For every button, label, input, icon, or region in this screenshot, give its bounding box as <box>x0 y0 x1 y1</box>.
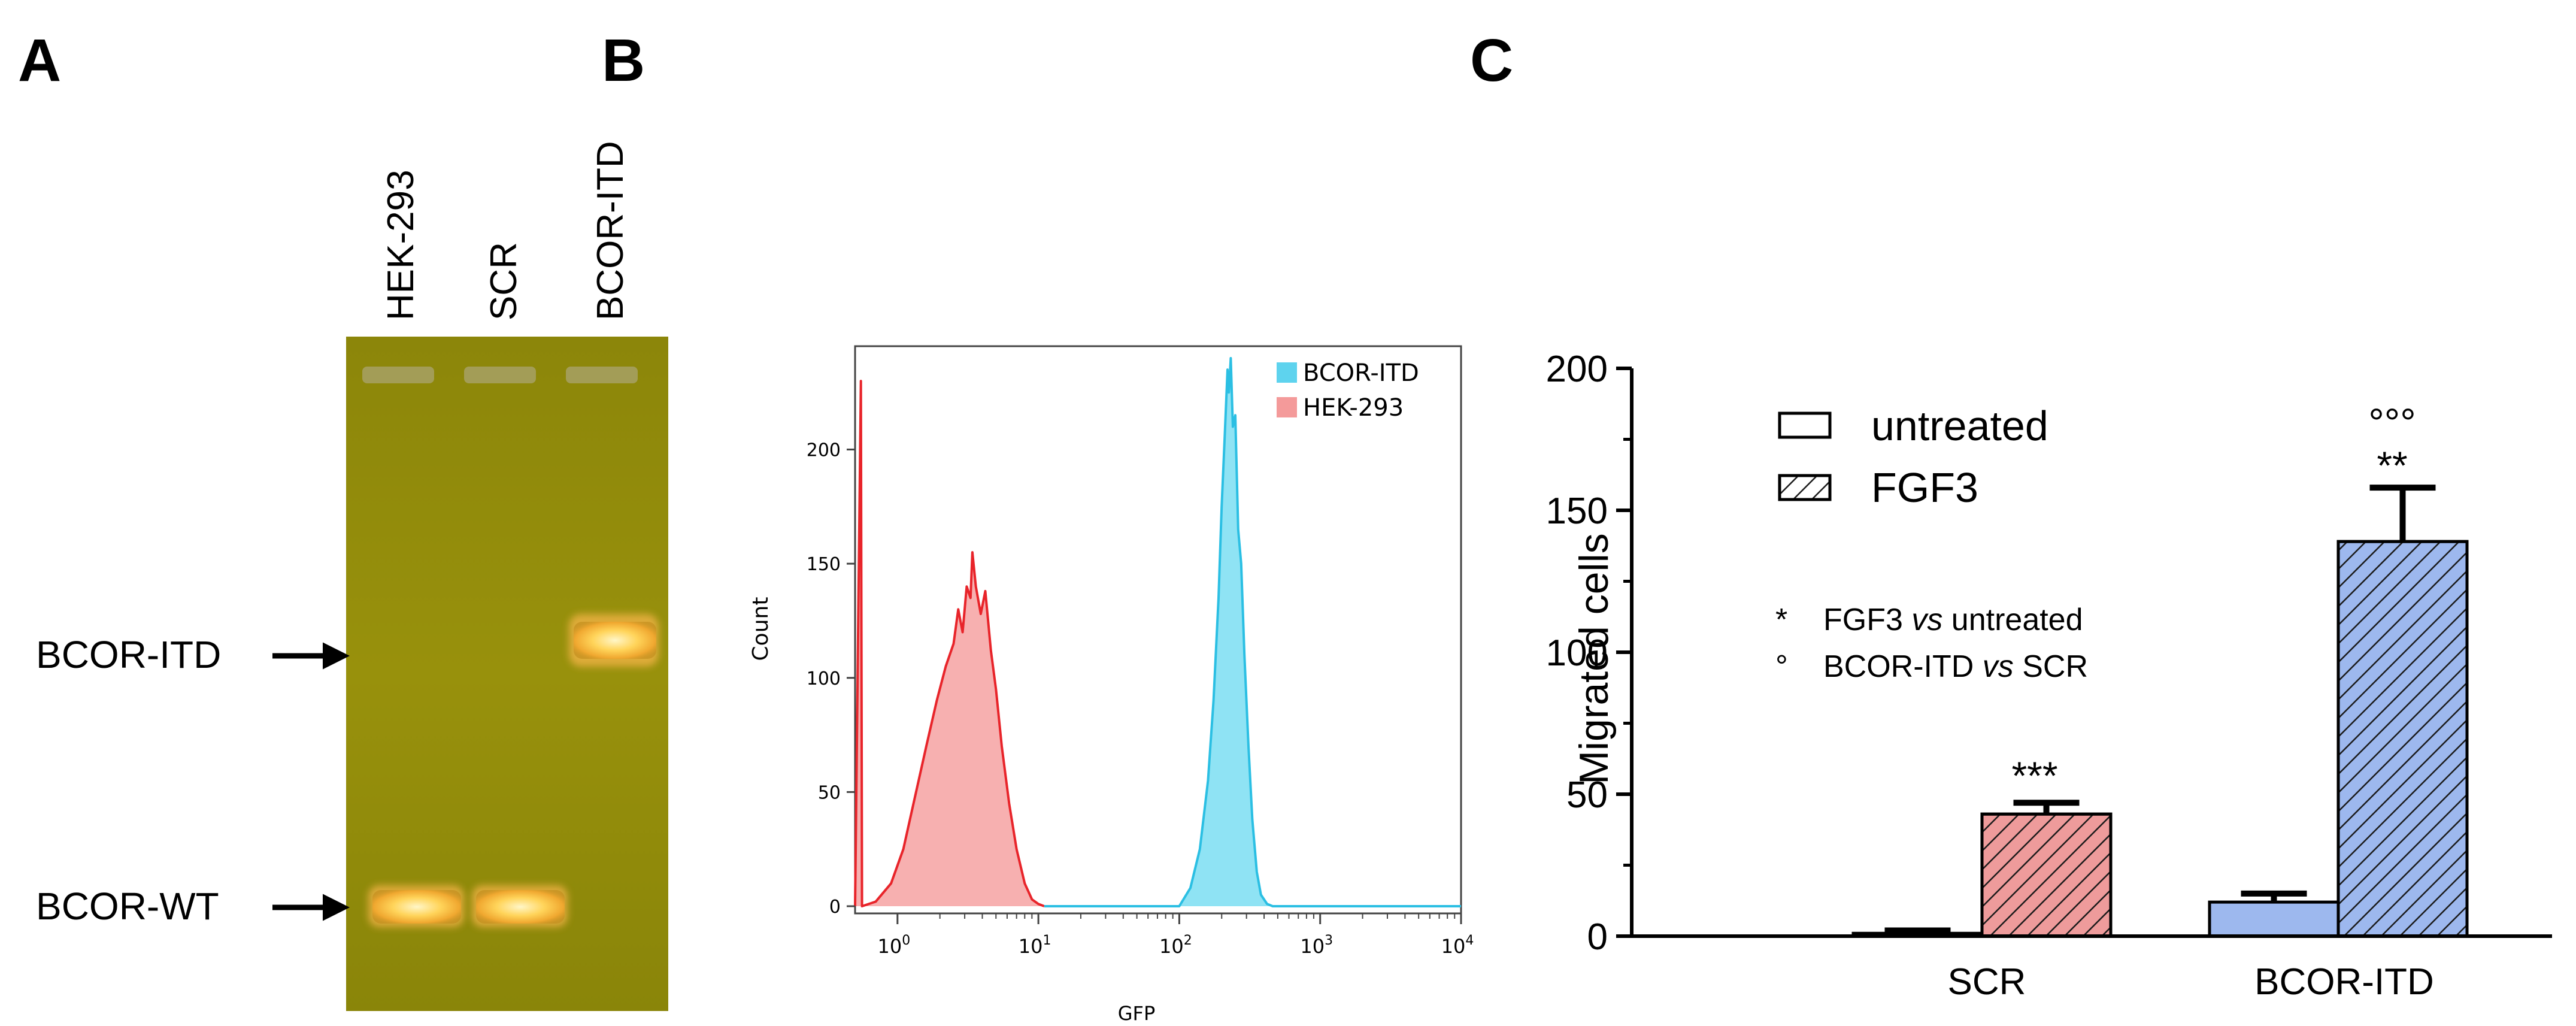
flow-series-area-hek-293 <box>855 381 1044 906</box>
note-text: FGF3 vs untreated <box>1823 603 2083 637</box>
bar-bcor-itd-untreated <box>2208 900 2340 938</box>
legend-swatch-bcor-itd <box>1277 362 1297 383</box>
bar-y-tick-label: 150 <box>1546 491 1608 532</box>
flow-y-axis: 0 50 100 150 200 <box>807 440 855 918</box>
gel-panel: HEK-293 SCR BCOR-ITD BCOR-ITD BCOR-WT <box>36 141 668 1011</box>
panel-letter-c: C <box>1470 27 1513 94</box>
gel-well <box>566 367 638 383</box>
flow-x-tick-label: 100 <box>877 933 910 958</box>
bar-y-tick-label: 50 <box>1566 774 1608 816</box>
band-label-itd: BCOR-ITD <box>36 633 221 676</box>
legend-swatch-hek-293 <box>1277 397 1297 417</box>
bar-chart: 0 50 100 150 200 SCR BCOR-ITD Migrated cells… <box>1546 349 2552 1003</box>
bar-category-label: BCOR-ITD <box>2254 961 2434 1003</box>
flow-x-tick-label: 104 <box>1441 933 1474 958</box>
legend-label: HEK-293 <box>1303 394 1404 422</box>
sig-annotation-bcor-itd-ooo: °°° <box>2368 400 2416 444</box>
bar-hatch-bcor-itd <box>2336 540 2469 938</box>
gel-well <box>362 367 434 383</box>
note-part: vs <box>1983 649 2014 684</box>
bar-category-label: SCR <box>1948 961 2026 1003</box>
flow-series-line-hek-293 <box>854 380 1045 907</box>
bar-y-axis: 0 50 100 150 200 <box>1546 349 1634 958</box>
note-part: BCOR-ITD <box>1823 649 1983 684</box>
gel-well <box>464 367 536 383</box>
bar-y-tick-label: 200 <box>1546 349 1608 390</box>
note-part: vs <box>1911 603 1942 637</box>
bar-y-tick-label: 100 <box>1546 632 1608 674</box>
note-part: SCR <box>2014 649 2088 684</box>
note-symbol: ° <box>1775 649 1788 684</box>
bar-legend: untreated FGF3 <box>1778 402 2048 511</box>
note-symbol: * <box>1775 603 1787 637</box>
legend-label: FGF3 <box>1871 464 1978 511</box>
flow-x-axis: 100 101 102 103 104 <box>877 913 1474 958</box>
legend-swatch-fgf3 <box>1778 474 1832 501</box>
flow-y-tick-label: 150 <box>807 554 841 575</box>
panel-letter-b: B <box>602 27 645 94</box>
flow-x-tick-label: 102 <box>1159 933 1192 958</box>
flow-marks <box>854 357 1461 907</box>
gel-lane-label: BCOR-ITD <box>590 141 631 320</box>
note-part: FGF3 <box>1823 603 1911 637</box>
flow-y-tick-label: 0 <box>829 897 841 918</box>
flow-series-line-bcor-itd <box>1044 357 1461 907</box>
flow-y-tick-label: 200 <box>807 440 841 461</box>
bar-hatch-scr <box>1980 812 2113 938</box>
gel-band-itd <box>574 622 656 659</box>
gel-band-wt-lane2 <box>476 890 565 924</box>
flow-y-tick-label: 50 <box>818 782 841 803</box>
legend-label: BCOR-ITD <box>1303 359 1419 387</box>
sig-annotation-bcor-itd-stars: ** <box>2377 443 2407 488</box>
flow-y-label: Count <box>748 597 773 661</box>
flow-x-tick-label: 101 <box>1019 933 1051 958</box>
sig-annotation-scr: *** <box>2011 753 2057 798</box>
band-label-wt: BCOR-WT <box>36 885 219 928</box>
bar-y-tick-label: 0 <box>1587 916 1608 958</box>
note-part: untreated <box>1942 603 2083 637</box>
gel-lane-label: SCR <box>483 242 525 320</box>
flow-legend: BCOR-ITD HEK-293 <box>1277 359 1419 422</box>
bar-marks <box>1851 485 2469 938</box>
legend-swatch-untreated <box>1778 411 1832 439</box>
flow-histogram: 0 50 100 150 200 100 101 102 103 104 Count GFP B… <box>748 345 1474 1025</box>
gel-lane-label: HEK-293 <box>380 170 422 320</box>
bar-y-label: Migrated cells <box>1571 533 1617 785</box>
significance-notes: * FGF3 vs untreated ° BCOR-ITD vs SCR <box>1775 603 2088 684</box>
flow-y-tick-label: 100 <box>807 668 841 689</box>
flow-x-label: GFP <box>1118 1002 1156 1025</box>
legend-label: untreated <box>1871 402 2048 449</box>
note-text: BCOR-ITD vs SCR <box>1823 649 2088 684</box>
panel-letter-a: A <box>18 27 61 94</box>
flow-x-tick-label: 103 <box>1300 933 1333 958</box>
gel-band-wt-lane1 <box>372 890 461 924</box>
